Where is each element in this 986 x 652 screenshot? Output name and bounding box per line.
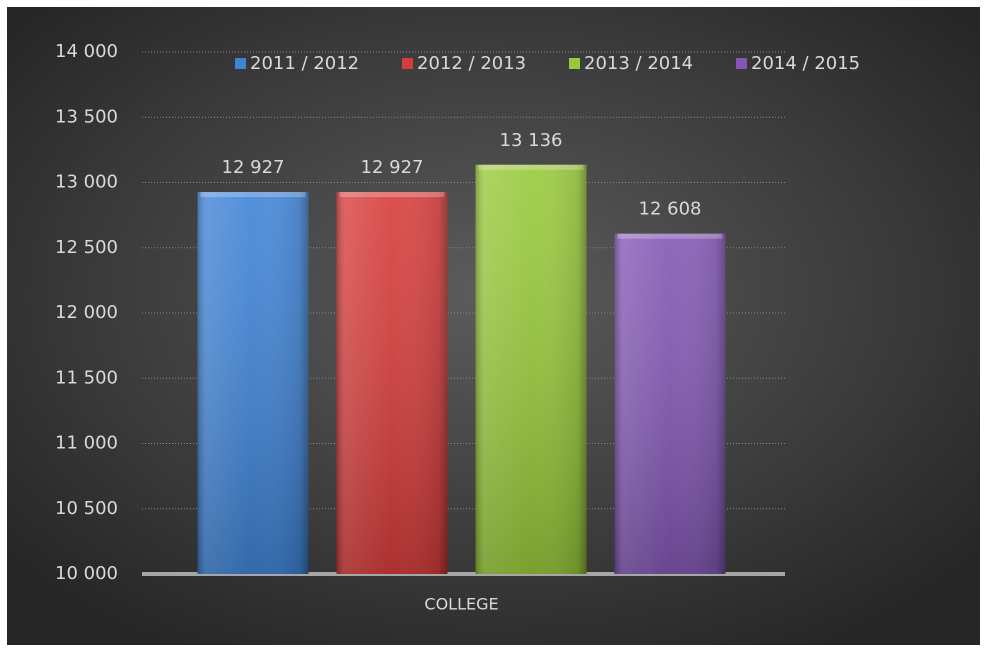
data-label: 13 136 <box>500 130 563 151</box>
bar-bevel <box>617 233 723 239</box>
data-label: 12 927 <box>222 157 285 178</box>
y-tick-label: 14 000 <box>55 41 118 62</box>
y-tick-label: 13 000 <box>55 172 118 193</box>
y-tick-label: 11 500 <box>55 367 118 388</box>
y-tick-label: 10 000 <box>55 563 118 584</box>
y-tick-label: 10 500 <box>55 498 118 519</box>
legend-label: 2012 / 2013 <box>417 53 526 74</box>
legend-label: 2011 / 2012 <box>250 53 359 74</box>
bar-shading <box>197 192 309 575</box>
legend-swatch <box>235 58 246 69</box>
legend-label: 2013 / 2014 <box>584 53 693 74</box>
legend-swatch <box>402 58 413 69</box>
x-tick-label: COLLEGE <box>424 595 498 614</box>
bar-bevel <box>339 192 445 198</box>
y-tick-label: 13 500 <box>55 106 118 127</box>
y-tick-label: 12 000 <box>55 302 118 323</box>
legend-swatch <box>736 58 747 69</box>
data-label: 12 608 <box>639 199 702 220</box>
data-label: 12 927 <box>361 157 424 178</box>
legend-swatch <box>569 58 580 69</box>
bar-shading <box>614 233 726 574</box>
y-tick-label: 11 000 <box>55 433 118 454</box>
bar-shading <box>336 192 448 575</box>
legend-label: 2014 / 2015 <box>751 53 860 74</box>
y-tick-label: 12 500 <box>55 237 118 258</box>
bar-bevel <box>478 164 584 170</box>
bar-shading <box>475 164 587 574</box>
bar-bevel <box>200 192 306 198</box>
